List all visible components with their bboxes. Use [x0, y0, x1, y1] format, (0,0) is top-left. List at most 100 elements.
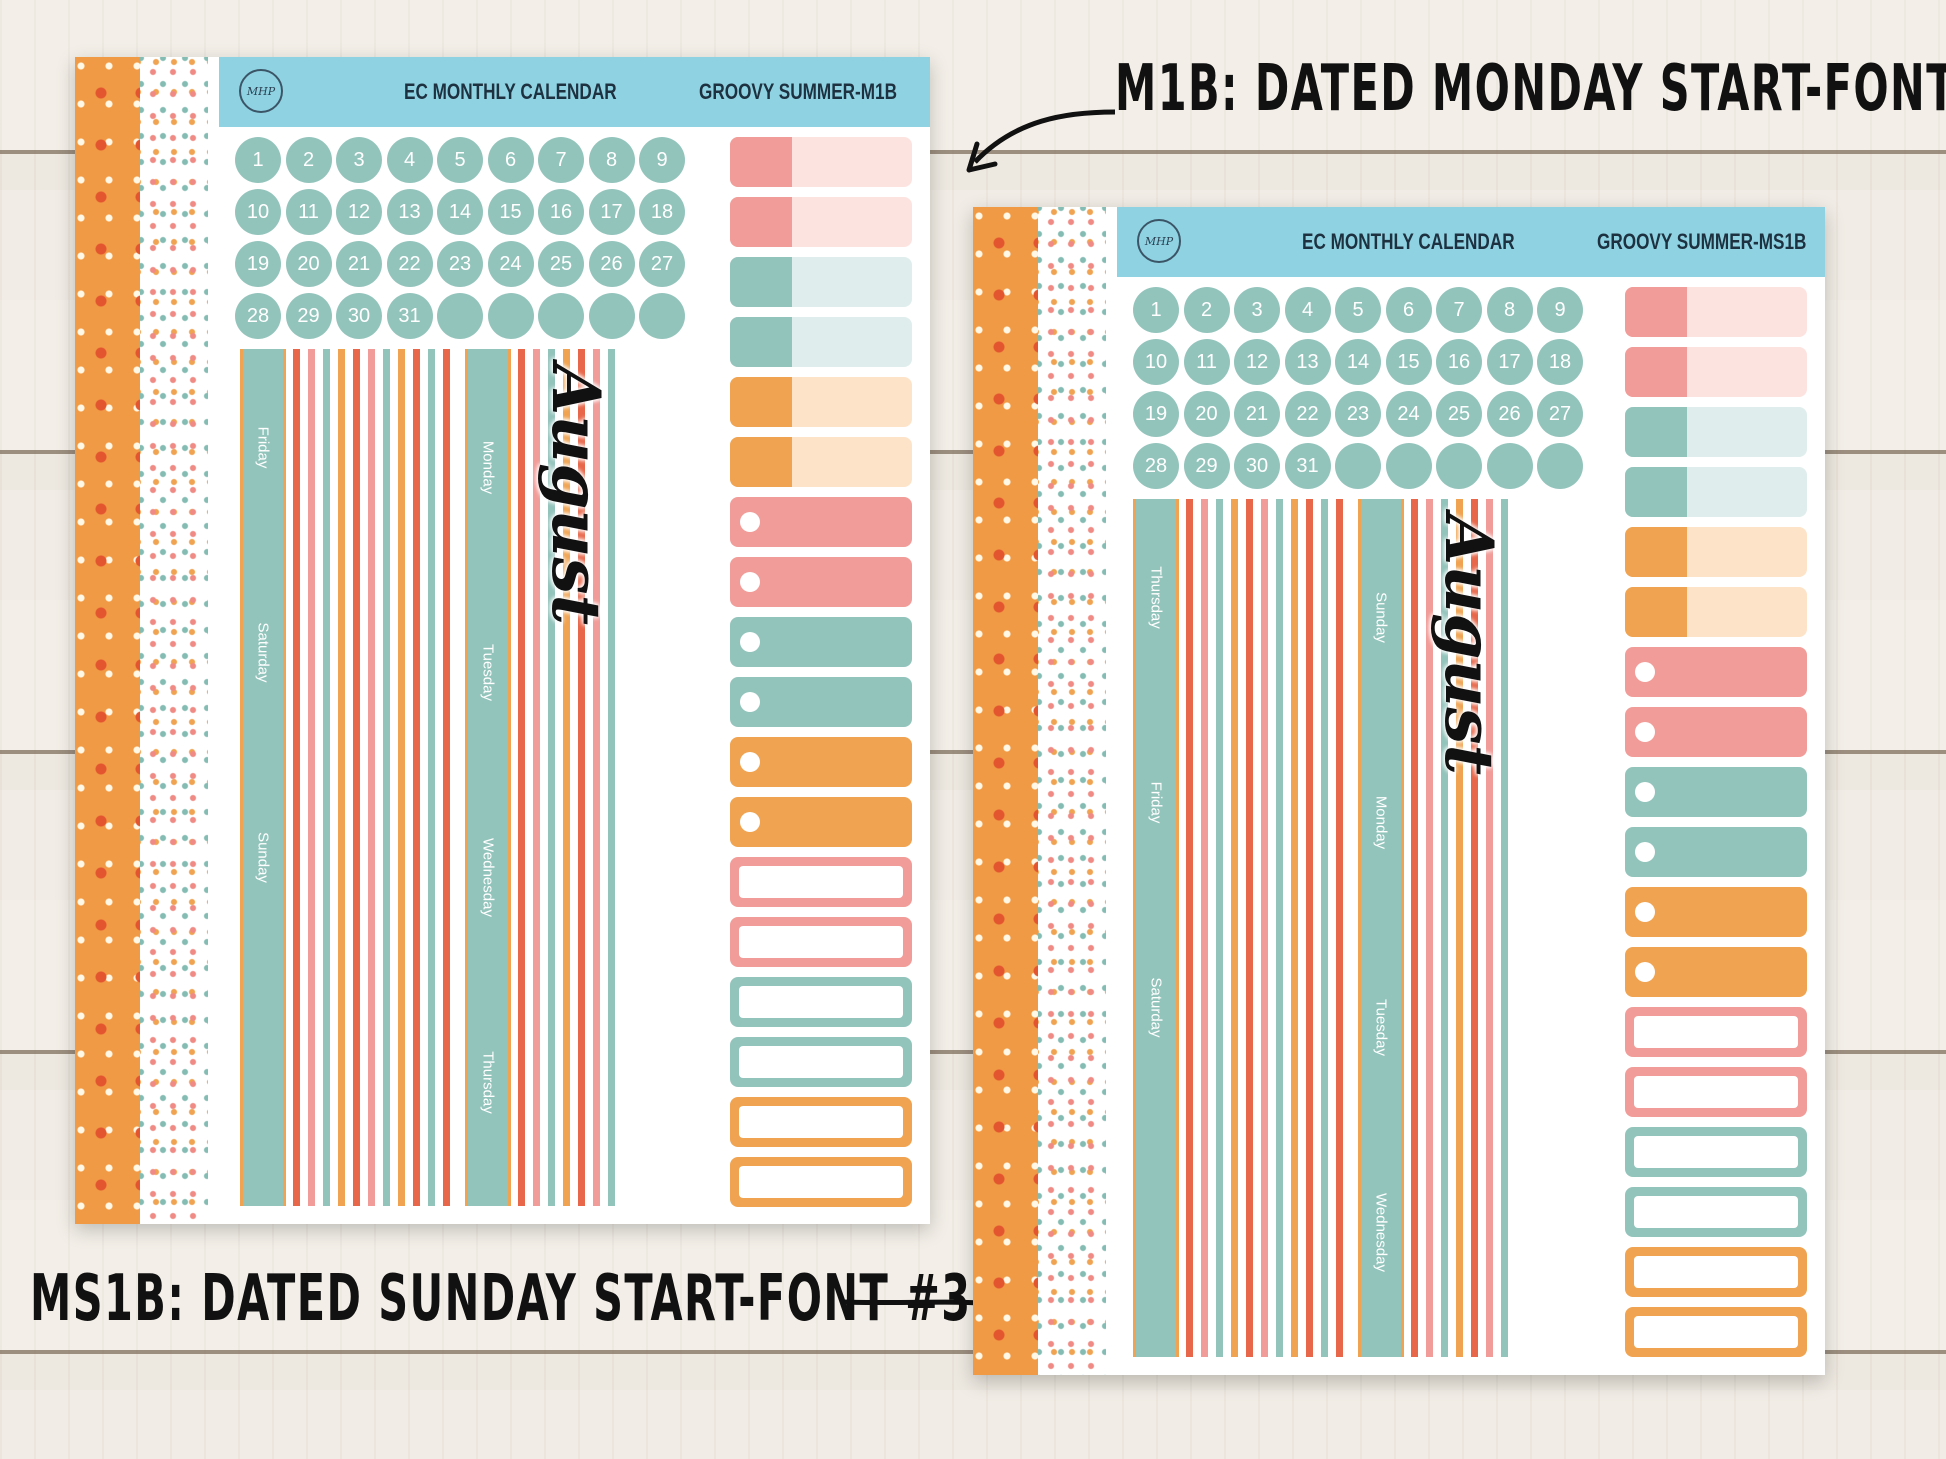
date-circle[interactable]: 27	[639, 241, 685, 287]
label-tag-sticker[interactable]	[730, 737, 912, 787]
label-tag-sticker[interactable]	[1625, 647, 1807, 697]
date-circle[interactable]: 31	[1284, 443, 1331, 489]
date-circle[interactable]: 20	[1183, 391, 1230, 437]
date-circle[interactable]: 19	[1133, 391, 1179, 437]
date-circle[interactable]: 7	[1436, 287, 1482, 333]
date-circle[interactable]: 12	[1234, 339, 1280, 385]
date-circle[interactable]: 18	[639, 189, 685, 235]
half-box-sticker[interactable]	[730, 377, 912, 427]
date-circle[interactable]: 10	[235, 189, 281, 235]
outline-box-sticker[interactable]	[730, 977, 912, 1027]
date-circle[interactable]: 21	[336, 241, 382, 287]
date-circle[interactable]: 12	[336, 189, 382, 235]
date-circle[interactable]: 29	[1183, 443, 1230, 489]
label-tag-sticker[interactable]	[1625, 707, 1807, 757]
outline-box-sticker[interactable]	[1625, 1127, 1807, 1177]
label-tag-sticker[interactable]	[1625, 947, 1807, 997]
half-box-sticker[interactable]	[1625, 347, 1807, 397]
outline-box-sticker[interactable]	[1625, 1007, 1807, 1057]
half-box-sticker[interactable]	[730, 317, 912, 367]
date-circle[interactable]: 16	[1436, 339, 1482, 385]
date-circle[interactable]: 21	[1234, 391, 1280, 437]
date-circle[interactable]: 22	[386, 241, 433, 287]
date-circle[interactable]	[588, 293, 635, 339]
date-circle[interactable]: 26	[588, 241, 635, 287]
half-box-sticker[interactable]	[730, 137, 912, 187]
date-circle[interactable]: 8	[1486, 287, 1533, 333]
date-circle[interactable]: 30	[336, 293, 382, 339]
label-tag-sticker[interactable]	[1625, 767, 1807, 817]
date-circle[interactable]: 22	[1284, 391, 1331, 437]
date-circle[interactable]: 11	[1183, 339, 1230, 385]
date-circle[interactable]: 13	[386, 189, 433, 235]
date-circle[interactable]: 9	[1537, 287, 1583, 333]
half-box-sticker[interactable]	[1625, 587, 1807, 637]
date-circle[interactable]: 24	[1385, 391, 1432, 437]
date-circle[interactable]: 3	[1234, 287, 1280, 333]
date-circle[interactable]: 15	[1385, 339, 1432, 385]
label-tag-sticker[interactable]	[1625, 887, 1807, 937]
date-circle[interactable]: 1	[1133, 287, 1179, 333]
date-circle[interactable]: 5	[1335, 287, 1381, 333]
date-circle[interactable]: 17	[1486, 339, 1533, 385]
date-circle[interactable]: 6	[487, 137, 534, 183]
date-circle[interactable]: 11	[285, 189, 332, 235]
date-circle[interactable]: 28	[1133, 443, 1179, 489]
label-tag-sticker[interactable]	[1625, 827, 1807, 877]
date-circle[interactable]: 18	[1537, 339, 1583, 385]
label-tag-sticker[interactable]	[730, 557, 912, 607]
date-circle[interactable]	[639, 293, 685, 339]
outline-box-sticker[interactable]	[730, 917, 912, 967]
outline-box-sticker[interactable]	[1625, 1307, 1807, 1357]
date-circle[interactable]: 26	[1486, 391, 1533, 437]
outline-box-sticker[interactable]	[730, 1037, 912, 1087]
date-circle[interactable]: 24	[487, 241, 534, 287]
date-circle[interactable]: 17	[588, 189, 635, 235]
date-circle[interactable]	[1335, 443, 1381, 489]
date-circle[interactable]: 7	[538, 137, 584, 183]
date-circle[interactable]: 23	[1335, 391, 1381, 437]
date-circle[interactable]: 19	[235, 241, 281, 287]
date-circle[interactable]: 20	[285, 241, 332, 287]
date-circle[interactable]: 31	[386, 293, 433, 339]
date-circle[interactable]	[437, 293, 483, 339]
date-circle[interactable]	[1486, 443, 1533, 489]
date-circle[interactable]	[1385, 443, 1432, 489]
outline-box-sticker[interactable]	[730, 857, 912, 907]
half-box-sticker[interactable]	[1625, 287, 1807, 337]
date-circle[interactable]	[1537, 443, 1583, 489]
date-circle[interactable]: 1	[235, 137, 281, 183]
date-circle[interactable]: 9	[639, 137, 685, 183]
outline-box-sticker[interactable]	[1625, 1067, 1807, 1117]
date-circle[interactable]	[538, 293, 584, 339]
date-circle[interactable]: 4	[386, 137, 433, 183]
label-tag-sticker[interactable]	[730, 497, 912, 547]
date-circle[interactable]: 5	[437, 137, 483, 183]
half-box-sticker[interactable]	[730, 197, 912, 247]
label-tag-sticker[interactable]	[730, 677, 912, 727]
date-circle[interactable]: 30	[1234, 443, 1280, 489]
date-circle[interactable]	[1436, 443, 1482, 489]
date-circle[interactable]: 8	[588, 137, 635, 183]
label-tag-sticker[interactable]	[730, 617, 912, 667]
outline-box-sticker[interactable]	[730, 1097, 912, 1147]
date-circle[interactable]: 14	[1335, 339, 1381, 385]
half-box-sticker[interactable]	[730, 437, 912, 487]
half-box-sticker[interactable]	[1625, 527, 1807, 577]
date-circle[interactable]: 25	[538, 241, 584, 287]
outline-box-sticker[interactable]	[1625, 1187, 1807, 1237]
date-circle[interactable]: 14	[437, 189, 483, 235]
date-circle[interactable]: 10	[1133, 339, 1179, 385]
date-circle[interactable]: 28	[235, 293, 281, 339]
date-circle[interactable]: 23	[437, 241, 483, 287]
outline-box-sticker[interactable]	[1625, 1247, 1807, 1297]
label-tag-sticker[interactable]	[730, 797, 912, 847]
date-circle[interactable]: 16	[538, 189, 584, 235]
date-circle[interactable]: 27	[1537, 391, 1583, 437]
date-circle[interactable]: 25	[1436, 391, 1482, 437]
date-circle[interactable]: 29	[285, 293, 332, 339]
half-box-sticker[interactable]	[1625, 467, 1807, 517]
date-circle[interactable]	[487, 293, 534, 339]
half-box-sticker[interactable]	[1625, 407, 1807, 457]
date-circle[interactable]: 13	[1284, 339, 1331, 385]
